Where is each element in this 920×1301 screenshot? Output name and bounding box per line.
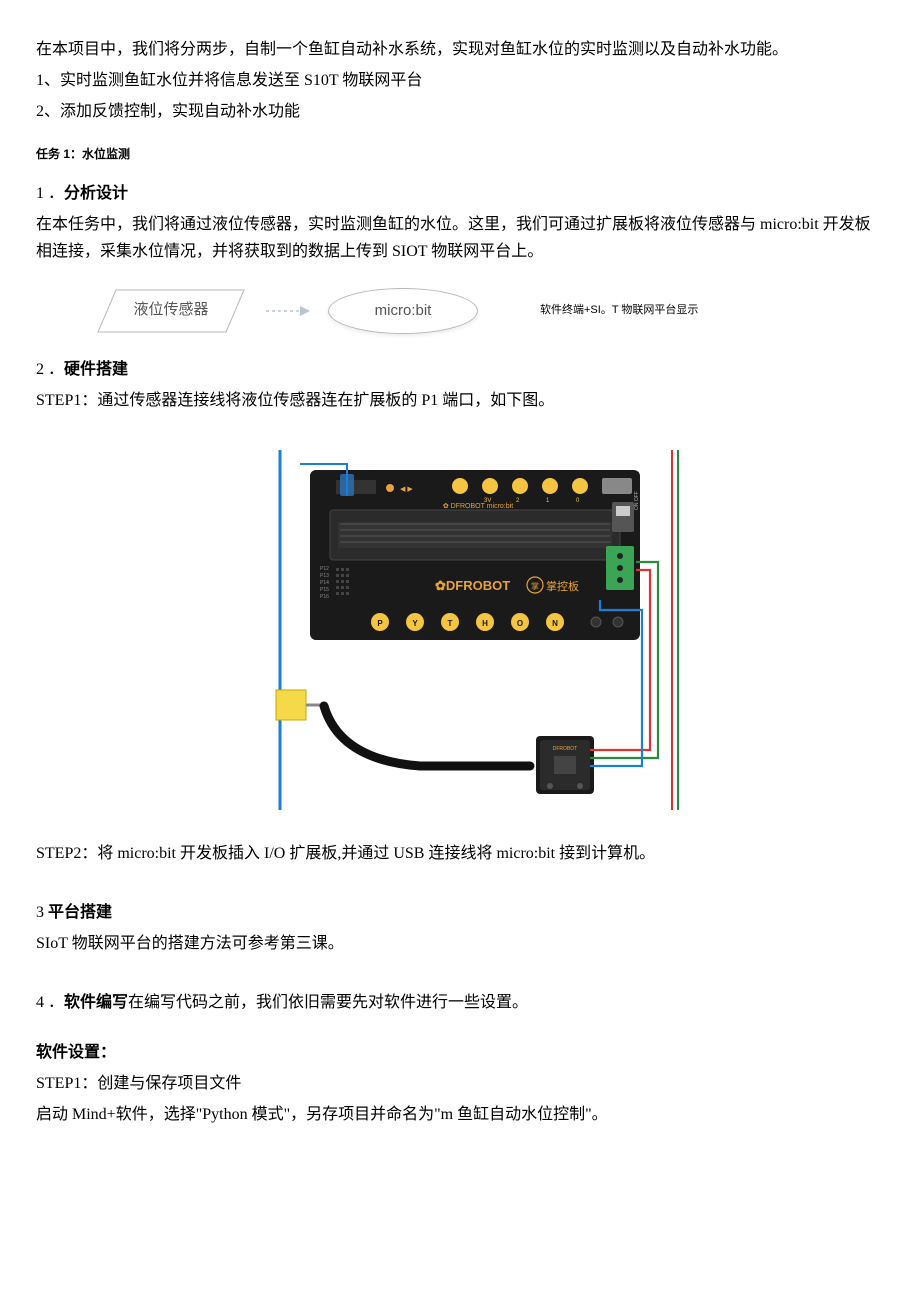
section-2-title: 硬件搭建 — [64, 361, 128, 378]
flow-diagram: 液位传感器 micro:bit 软件终端+SI。T 物联网平台显示 — [96, 288, 884, 334]
software-settings-title: 软件设置： — [36, 1044, 116, 1061]
svg-text:O: O — [517, 619, 523, 628]
section-1-heading: 1 ．分析设计 — [36, 180, 884, 207]
software-step1: STEP1：创建与保存项目文件 — [36, 1070, 884, 1097]
svg-text:P16: P16 — [320, 594, 329, 600]
section-4-heading: 4 ．软件编写在编写代码之前，我们依旧需要先对软件进行一些设置。 — [36, 989, 884, 1016]
section-1-num: 1 ． — [36, 185, 64, 202]
section-3-num: 3 — [36, 904, 48, 921]
intro-item-1: 1、实时监测鱼缸水位并将信息发送至 S10T 物联网平台 — [36, 67, 884, 94]
section-1-title: 分析设计 — [64, 185, 128, 202]
board-svg: 3V 2 1 0 ◀ ▶ ✿ DFROBOT micro:bit P12 P13… — [240, 450, 680, 810]
software-step2: 启动 Mind+软件，选择"Python 模式"，另存项目并命名为"m 鱼缸自动… — [36, 1101, 884, 1128]
svg-text:H: H — [482, 619, 488, 628]
software-settings-heading: 软件设置： — [36, 1039, 884, 1066]
svg-text:Y: Y — [412, 619, 418, 628]
svg-text:P14: P14 — [320, 580, 329, 586]
svg-text:掌: 掌 — [531, 581, 539, 591]
flow-node-microbit: micro:bit — [328, 288, 478, 334]
flow-node-sensor-label: 液位传感器 — [133, 298, 208, 324]
flow-arrow-icon — [264, 301, 310, 321]
section-3-body: SIoT 物联网平台的搭建方法可参考第三课。 — [36, 930, 884, 957]
intro-paragraph: 在本项目中，我们将分两步，自制一个鱼缸自动补水系统，实现对鱼缸水位的实时监测以及… — [36, 36, 884, 63]
svg-text:T: T — [448, 619, 453, 628]
flow-caption: 软件终端+SI。T 物联网平台显示 — [540, 301, 698, 320]
section-2-step2: STEP2：将 micro:bit 开发板插入 I/O 扩展板,并通过 USB … — [36, 840, 884, 867]
section-3-title: 平台搭建 — [48, 904, 112, 921]
section-3-heading: 3 平台搭建 — [36, 899, 884, 926]
svg-text:✿ DFROBOT micro:bit: ✿ DFROBOT micro:bit — [443, 503, 513, 510]
svg-text:P: P — [377, 619, 383, 628]
section-2-num: 2 ． — [36, 361, 64, 378]
svg-text:◀ ▶: ◀ ▶ — [400, 486, 413, 493]
svg-text:DFROBOT: DFROBOT — [553, 746, 577, 752]
svg-text:P12: P12 — [320, 566, 329, 572]
section-4-num: 4 ． — [36, 994, 64, 1011]
svg-text:✿DFROBOT: ✿DFROBOT — [435, 578, 510, 593]
svg-text:掌控板: 掌控板 — [546, 579, 579, 593]
svg-text:N: N — [552, 619, 558, 628]
flow-node-microbit-label: micro:bit — [375, 298, 432, 324]
flow-node-sensor: 液位传感器 — [96, 288, 246, 334]
intro-item-2: 2、添加反馈控制，实现自动补水功能 — [36, 98, 884, 125]
section-2-heading: 2 ．硬件搭建 — [36, 356, 884, 383]
svg-text:ON OFF: ON OFF — [634, 491, 640, 510]
section-2-step1: STEP1：通过传感器连接线将液位传感器连在扩展板的 P1 端口，如下图。 — [36, 387, 884, 414]
svg-text:P15: P15 — [320, 587, 329, 593]
hardware-diagram: 3V 2 1 0 ◀ ▶ ✿ DFROBOT micro:bit P12 P13… — [36, 450, 884, 810]
task-heading: 任务 1：水位监测 — [36, 144, 884, 164]
section-4-inline: 在编写代码之前，我们依旧需要先对软件进行一些设置。 — [128, 994, 528, 1011]
section-1-body: 在本任务中，我们将通过液位传感器，实时监测鱼缸的水位。这里，我们可通过扩展板将液… — [36, 211, 884, 265]
section-4-title: 软件编写 — [64, 994, 128, 1011]
svg-text:P13: P13 — [320, 573, 329, 579]
